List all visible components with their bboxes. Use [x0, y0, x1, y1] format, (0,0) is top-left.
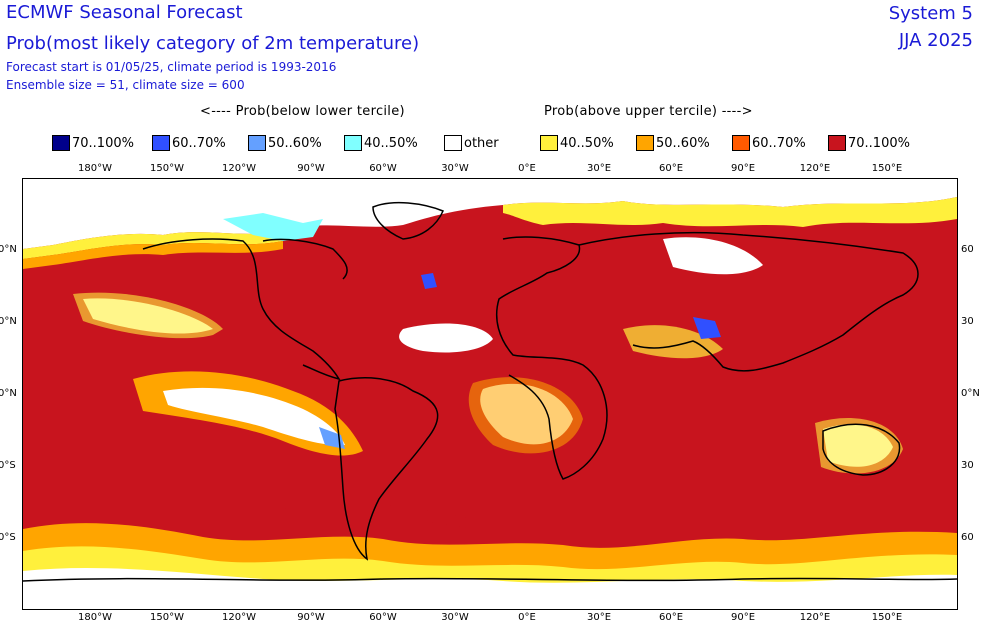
legend-item: 50..60%	[636, 133, 710, 153]
legend-item: 60..70%	[152, 133, 226, 153]
legend-swatch	[52, 135, 70, 151]
lon-label-bottom: 90°E	[730, 612, 756, 623]
atlantic-white	[399, 323, 493, 353]
legend-label: 60..70%	[752, 135, 806, 151]
eurasia-north-yellow	[503, 197, 957, 227]
ensemble-info: Ensemble size = 51, climate size = 600	[6, 78, 245, 92]
lon-label-top: 30°E	[586, 163, 612, 174]
lon-label-top: 30°W	[441, 163, 469, 174]
south-atlantic-orange	[468, 377, 583, 454]
legend-swatch	[152, 135, 170, 151]
australia-coast	[822, 423, 901, 476]
arctic-orange	[23, 241, 283, 269]
lat-label-right: 30	[961, 316, 974, 327]
lon-label-bottom: 150°W	[150, 612, 184, 623]
legend-swatch	[540, 135, 558, 151]
pacific-plume-white	[163, 387, 345, 446]
legend-label: other	[464, 135, 499, 151]
lon-label-bottom: 120°E	[799, 612, 831, 623]
north-america-coast	[142, 238, 348, 381]
legend-item: 70..100%	[828, 133, 910, 153]
lat-label-left: 0°S	[0, 460, 16, 471]
lon-label-bottom: 30°E	[586, 612, 612, 623]
lon-label-top: 0°E	[518, 163, 536, 174]
legend-item: 40..50%	[344, 133, 418, 153]
eurasia-white	[663, 237, 763, 275]
lon-label-bottom: 30°W	[441, 612, 469, 623]
pacific-cold-spot	[319, 427, 345, 449]
legend-swatch	[248, 135, 266, 151]
legend-swatch	[344, 135, 362, 151]
lon-label-bottom: 90°W	[297, 612, 325, 623]
lon-label-bottom: 150°E	[871, 612, 903, 623]
lat-label-right: 60	[961, 244, 974, 255]
asia-coast	[578, 231, 919, 372]
europe-africa-coast	[495, 236, 608, 480]
lon-label-top: 180°W	[78, 163, 112, 174]
lat-label-right: 30	[961, 460, 974, 471]
above-tercile-caption: Prob(above upper tercile) ---->	[544, 104, 753, 119]
lat-label-left: 0°N	[0, 388, 17, 399]
legend-swatch	[732, 135, 750, 151]
lon-label-top: 60°W	[369, 163, 397, 174]
lon-label-top: 90°W	[297, 163, 325, 174]
north-pacific-yellow	[73, 292, 223, 339]
legend-swatch	[636, 135, 654, 151]
below-tercile-caption: <---- Prob(below lower tercile)	[200, 104, 405, 119]
lon-label-top: 150°W	[150, 163, 184, 174]
legend-label: 40..50%	[560, 135, 614, 151]
lon-label-top: 90°E	[730, 163, 756, 174]
north-pacific-cold	[223, 213, 323, 241]
australia-yellow	[815, 418, 903, 474]
forecast-start-info: Forecast start is 01/05/25, climate peri…	[6, 60, 337, 74]
lat-label-left: 0°N	[0, 244, 17, 255]
lat-label-right: 60	[961, 532, 974, 543]
lon-label-top: 60°E	[658, 163, 684, 174]
legend-swatch	[828, 135, 846, 151]
season-label: JJA 2025	[898, 30, 973, 51]
lon-label-bottom: 60°W	[369, 612, 397, 623]
coastlines	[23, 201, 957, 582]
southern-red-mid	[283, 503, 583, 532]
southern-white	[23, 568, 957, 609]
legend-item: 60..70%	[732, 133, 806, 153]
legend-swatch	[444, 135, 462, 151]
north-atlantic-cold	[421, 273, 437, 289]
legend-item: 70..100%	[52, 133, 134, 153]
forecast-subtitle: Prob(most likely category of 2m temperat…	[6, 33, 420, 54]
antarctica-coast	[23, 577, 957, 582]
arctic-yellow	[23, 231, 283, 259]
lat-label-left: 0°N	[0, 316, 17, 327]
system-label: System 5	[888, 3, 973, 24]
india-cold	[693, 317, 721, 339]
legend-item: other	[444, 133, 499, 153]
legend-label: 70..100%	[72, 135, 134, 151]
forecast-map	[22, 178, 958, 610]
lon-label-bottom: 0°E	[518, 612, 536, 623]
lon-label-top: 150°E	[871, 163, 903, 174]
south-america-coast	[334, 377, 439, 561]
lat-label-left: 0°S	[0, 532, 16, 543]
legend-label: 60..70%	[172, 135, 226, 151]
forecast-title: ECMWF Seasonal Forecast	[6, 2, 243, 23]
legend-label: 50..60%	[656, 135, 710, 151]
legend-label: 50..60%	[268, 135, 322, 151]
lon-label-bottom: 120°W	[222, 612, 256, 623]
lon-label-top: 120°W	[222, 163, 256, 174]
south-asia-yellow	[623, 325, 723, 359]
lon-label-bottom: 60°E	[658, 612, 684, 623]
lon-label-bottom: 180°W	[78, 612, 112, 623]
legend-label: 70..100%	[848, 135, 910, 151]
lat-label-right: 0°N	[961, 388, 980, 399]
legend-item: 40..50%	[540, 133, 614, 153]
legend-item: 50..60%	[248, 133, 322, 153]
legend-label: 40..50%	[364, 135, 418, 151]
lon-label-top: 120°E	[799, 163, 831, 174]
greenland-coast	[372, 201, 444, 240]
